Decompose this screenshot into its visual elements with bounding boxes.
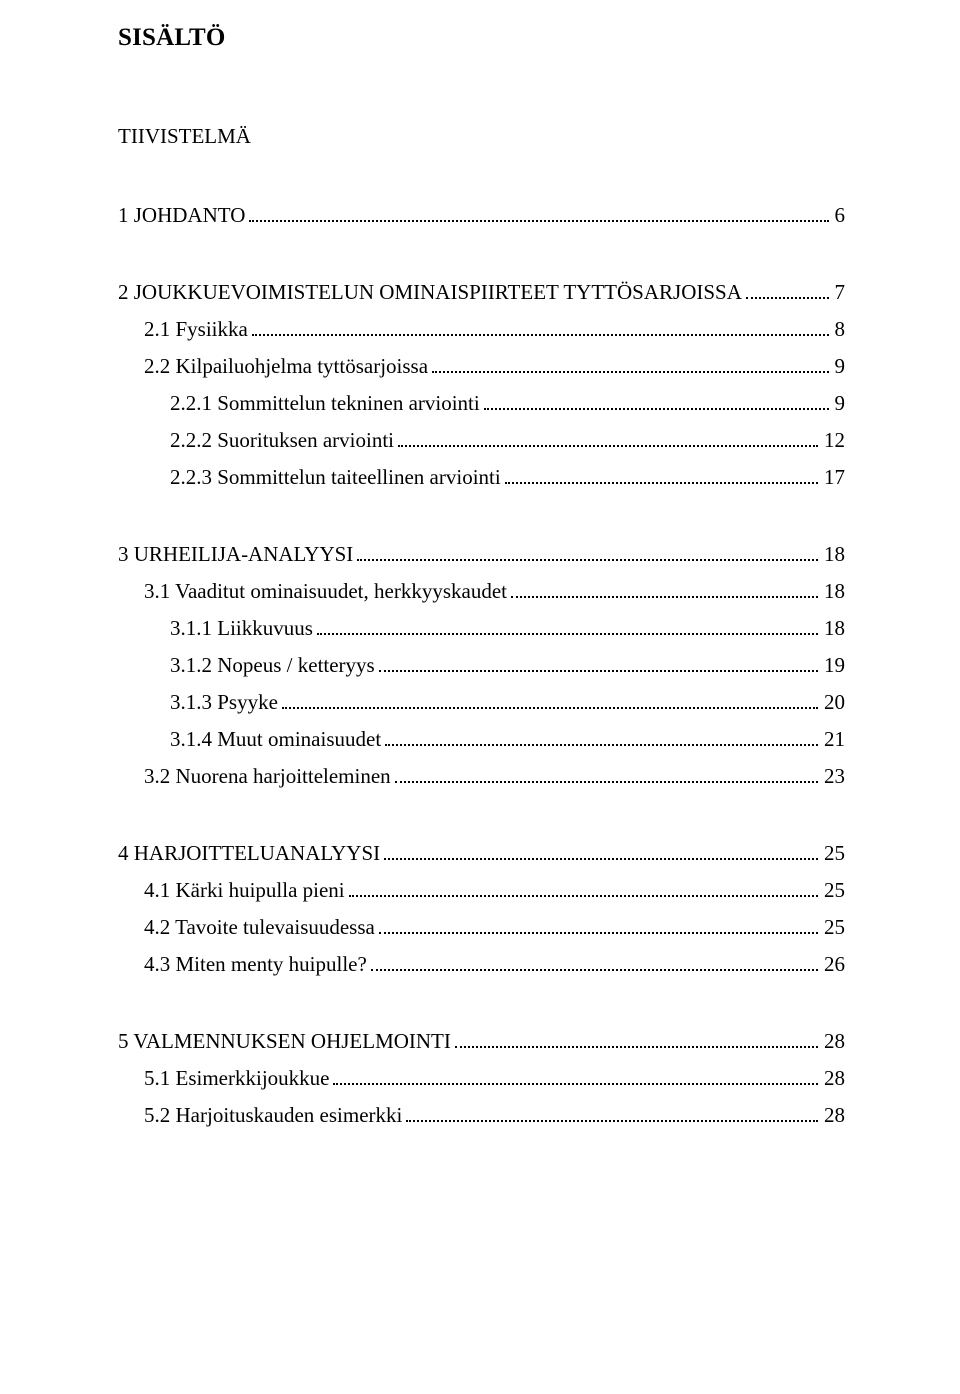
toc-entry-page: 6: [833, 205, 846, 226]
dot-leader: [406, 1106, 818, 1122]
dot-leader: [432, 357, 828, 373]
toc-entry-page: 9: [833, 393, 846, 414]
dot-leader: [484, 394, 829, 410]
toc-entry-page: 18: [822, 581, 845, 602]
toc-entry-page: 25: [822, 880, 845, 901]
dot-leader: [395, 767, 818, 783]
dot-leader: [511, 582, 818, 598]
dot-leader: [252, 320, 829, 336]
toc-entry-page: 25: [822, 917, 845, 938]
toc-entry: 3.1.2 Nopeus / ketteryys 19: [118, 655, 845, 676]
toc-entry: 3 URHEILIJA-ANALYYSI 18: [118, 544, 845, 565]
toc-entry-page: 18: [822, 544, 845, 565]
toc-entry-label: 5.1 Esimerkkijoukkue: [118, 1068, 329, 1089]
toc-entry-page: 19: [822, 655, 845, 676]
toc-entry-page: 20: [822, 692, 845, 713]
toc-entry-label: 4.1 Kärki huipulla pieni: [118, 880, 345, 901]
toc-entry-page: 21: [822, 729, 845, 750]
dot-leader: [317, 619, 818, 635]
toc-entry-label: 2.2.2 Suorituksen arviointi: [118, 430, 394, 451]
dot-leader: [349, 881, 818, 897]
toc-entry-page: 25: [822, 843, 845, 864]
toc-entry-label: 2.2.3 Sommittelun taiteellinen arviointi: [118, 467, 501, 488]
toc-entry-label: 4 HARJOITTELUANALYYSI: [118, 843, 380, 864]
toc-entry: 5.2 Harjoituskauden esimerkki 28: [118, 1105, 845, 1126]
toc-entry: 2.2.1 Sommittelun tekninen arviointi 9: [118, 393, 845, 414]
toc-entry: 2.2 Kilpailuohjelma tyttösarjoissa 9: [118, 356, 845, 377]
toc-entry: 5 VALMENNUKSEN OHJELMOINTI 28: [118, 1031, 845, 1052]
toc-entry: 3.2 Nuorena harjoitteleminen 23: [118, 766, 845, 787]
toc-entry: 4.2 Tavoite tulevaisuudessa 25: [118, 917, 845, 938]
toc-entry-page: 7: [833, 282, 846, 303]
toc-entry-label: 5 VALMENNUKSEN OHJELMOINTI: [118, 1031, 451, 1052]
toc-entry-label: 2.1 Fysiikka: [118, 319, 248, 340]
dot-leader: [505, 468, 818, 484]
toc-entry-label: 4.2 Tavoite tulevaisuudessa: [118, 917, 375, 938]
toc-entry-label: 3.1.4 Muut ominaisuudet: [118, 729, 381, 750]
toc-entry-page: 17: [822, 467, 845, 488]
toc-entry-page: 12: [822, 430, 845, 451]
dot-leader: [371, 955, 818, 971]
toc-entry: 2.2.2 Suorituksen arviointi 12: [118, 430, 845, 451]
toc-entry-label: 2 JOUKKUEVOIMISTELUN OMINAISPIIRTEET TYT…: [118, 282, 742, 303]
toc-entry: 4.3 Miten menty huipulle? 26: [118, 954, 845, 975]
toc-entry: 2.1 Fysiikka 8: [118, 319, 845, 340]
toc-entry-label: 2.2 Kilpailuohjelma tyttösarjoissa: [118, 356, 428, 377]
toc-entry: 1 JOHDANTO 6: [118, 205, 845, 226]
toc-entry-label: 3.1.1 Liikkuvuus: [118, 618, 313, 639]
toc-entry-label: 3.1.3 Psyyke: [118, 692, 278, 713]
dot-leader: [282, 693, 818, 709]
toc-entry-label: 2.2.1 Sommittelun tekninen arviointi: [118, 393, 480, 414]
toc-entry-label: 3 URHEILIJA-ANALYYSI: [118, 544, 353, 565]
dot-leader: [384, 844, 818, 860]
toc-entry-label: 1 JOHDANTO: [118, 205, 245, 226]
dot-leader: [398, 431, 818, 447]
toc-entry: 4.1 Kärki huipulla pieni 25: [118, 880, 845, 901]
toc-entry-label: 3.1.2 Nopeus / ketteryys: [118, 655, 375, 676]
toc-entry: 3.1.3 Psyyke 20: [118, 692, 845, 713]
toc-entry-label: 3.2 Nuorena harjoitteleminen: [118, 766, 391, 787]
toc-entry: 3.1.1 Liikkuvuus 18: [118, 618, 845, 639]
toc-entry-label: 3.1 Vaaditut ominaisuudet, herkkyyskaude…: [118, 581, 507, 602]
toc-entry-label: 4.3 Miten menty huipulle?: [118, 954, 367, 975]
toc-entry-page: 26: [822, 954, 845, 975]
toc-entry-label: 5.2 Harjoituskauden esimerkki: [118, 1105, 402, 1126]
toc-entry-page: 28: [822, 1068, 845, 1089]
dot-leader: [455, 1032, 818, 1048]
dot-leader: [333, 1069, 818, 1085]
dot-leader: [746, 283, 829, 299]
toc-entry: 5.1 Esimerkkijoukkue 28: [118, 1068, 845, 1089]
toc-entry-page: 28: [822, 1105, 845, 1126]
toc-entry-page: 9: [833, 356, 846, 377]
dot-leader: [357, 545, 818, 561]
toc-entry: 2 JOUKKUEVOIMISTELUN OMINAISPIIRTEET TYT…: [118, 282, 845, 303]
dot-leader: [379, 656, 818, 672]
toc-entry: 3.1.4 Muut ominaisuudet 21: [118, 729, 845, 750]
toc-entry-page: 28: [822, 1031, 845, 1052]
dot-leader: [385, 730, 818, 746]
toc-entry: 2.2.3 Sommittelun taiteellinen arviointi…: [118, 467, 845, 488]
dot-leader: [249, 206, 828, 222]
dot-leader: [379, 918, 818, 934]
subtitle: TIIVISTELMÄ: [118, 124, 845, 149]
document-title: SISÄLTÖ: [118, 24, 845, 52]
table-of-contents: 1 JOHDANTO 6 2 JOUKKUEVOIMISTELUN OMINAISP…: [118, 205, 845, 1126]
toc-entry: 3.1 Vaaditut ominaisuudet, herkkyyskaude…: [118, 581, 845, 602]
toc-entry-page: 8: [833, 319, 846, 340]
toc-entry-page: 23: [822, 766, 845, 787]
page: SISÄLTÖ TIIVISTELMÄ 1 JOHDANTO 6 2 JOUKKUE…: [0, 0, 960, 1394]
toc-entry-page: 18: [822, 618, 845, 639]
toc-entry: 4 HARJOITTELUANALYYSI 25: [118, 843, 845, 864]
